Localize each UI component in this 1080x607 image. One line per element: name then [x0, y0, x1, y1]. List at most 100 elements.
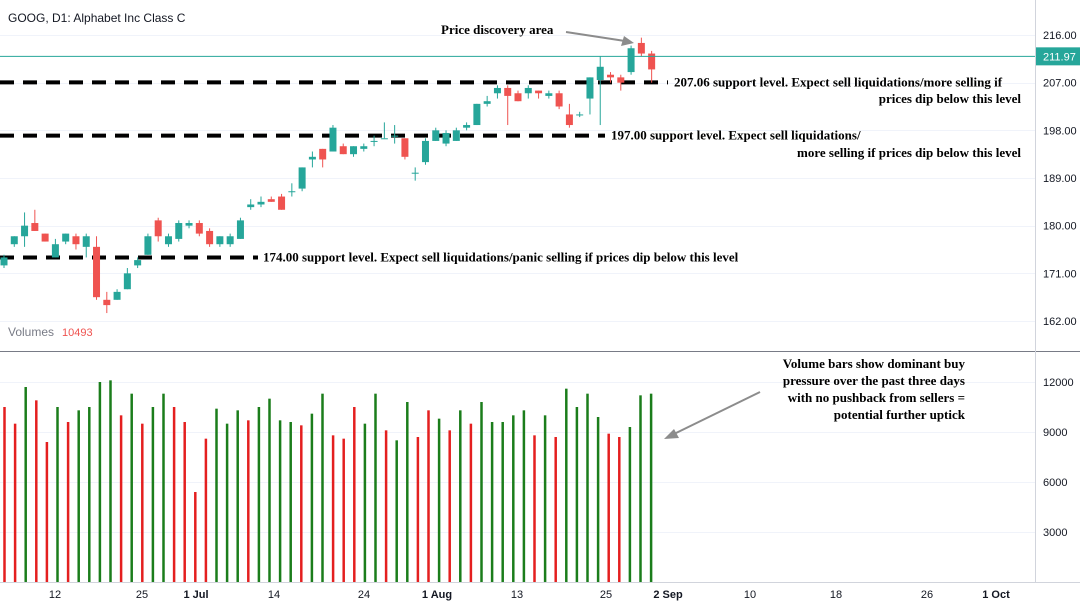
volume-bar	[300, 425, 303, 582]
volume-note-line-3: with no pushback from sellers =	[788, 390, 965, 405]
last-price-tag: 211.97	[1036, 47, 1080, 66]
price-axis[interactable]: 216.00 207.00 198.00 189.00 180.00 171.00 162.…	[1043, 30, 1077, 328]
candle-body	[51, 244, 59, 258]
candle-body	[350, 146, 358, 155]
volume-note-line-2: pressure over the past three days	[783, 373, 965, 388]
candle-body	[134, 260, 142, 266]
candle-body	[31, 223, 39, 231]
price-tick-label: 189.00	[1043, 173, 1077, 185]
candle-body	[41, 233, 49, 242]
volume-bar	[162, 393, 165, 582]
time-tick-label: 13	[511, 589, 523, 601]
volume-bar	[512, 415, 515, 582]
volume-bar	[406, 402, 409, 582]
volume-bar	[141, 423, 144, 582]
volume-bar	[607, 433, 610, 582]
volume-bar	[257, 407, 261, 582]
volume-bar	[448, 430, 451, 582]
candle-body	[247, 204, 255, 208]
candle-body	[576, 114, 584, 116]
volume-bar	[575, 407, 579, 582]
annotations: Price discovery area Volume bars show do…	[441, 22, 966, 439]
candle-body	[504, 87, 512, 96]
candle-body	[339, 146, 347, 155]
candle-body	[411, 172, 419, 174]
candle-body	[236, 220, 244, 239]
candle-body	[226, 236, 234, 245]
time-tick-label: 1 Jul	[183, 589, 208, 601]
candle-body	[432, 130, 440, 141]
volume-bar	[384, 430, 388, 582]
volume-tick-label: 9000	[1043, 427, 1067, 439]
price-discovery-arrow	[565, 31, 626, 42]
candle-body	[185, 223, 193, 226]
volume-bar	[427, 410, 430, 582]
candle-body	[206, 230, 214, 245]
volume-bar	[490, 422, 494, 582]
candle-body	[10, 236, 18, 245]
candle-body	[113, 291, 121, 300]
price-tick-label: 198.00	[1043, 125, 1077, 137]
volume-bar	[543, 415, 547, 582]
candle-body	[617, 77, 625, 83]
price-tick-label: 171.00	[1043, 268, 1077, 280]
candle-body	[175, 223, 183, 239]
time-tick-label: 12	[49, 589, 61, 601]
candle-body	[103, 299, 111, 306]
volume-bar	[88, 407, 91, 582]
candle-body	[535, 90, 543, 94]
candle-body	[442, 132, 450, 144]
chart-grid	[0, 35, 1036, 533]
volume-bar	[321, 393, 324, 582]
time-tick-label: 2 Sep	[653, 589, 683, 601]
candle-body	[473, 103, 481, 126]
time-tick-label: 25	[136, 589, 148, 601]
time-tick-label: 1 Aug	[422, 589, 452, 601]
support-label: 197.00 support level. Expect sell liquid…	[611, 128, 861, 143]
candle-body	[401, 138, 409, 157]
volume-series	[3, 380, 653, 582]
volume-bar	[459, 410, 462, 582]
candle-body	[555, 93, 563, 107]
volume-bar	[3, 407, 6, 582]
candle-body	[72, 236, 80, 245]
volume-bar	[247, 420, 250, 582]
volume-bar	[268, 398, 271, 582]
volume-bar	[331, 435, 335, 582]
volume-note-arrow	[673, 391, 761, 435]
price-tick-label: 216.00	[1043, 30, 1077, 42]
candle-body	[123, 273, 131, 290]
candle-body	[319, 148, 327, 160]
volume-bar	[236, 410, 239, 582]
volume-bar	[35, 400, 38, 582]
volume-bar	[480, 402, 483, 582]
candle-body	[596, 66, 604, 81]
volume-bar	[522, 410, 526, 582]
candle-body	[493, 87, 501, 94]
candle-body	[524, 87, 532, 94]
candle-body	[257, 201, 265, 205]
time-axis[interactable]: 12 25 1 Jul 14 24 1 Aug 13 25 2 Sep 10 18 26 1 Oct	[49, 589, 1010, 601]
volume-note-arrowhead	[664, 429, 679, 439]
volume-note-line-1: Volume bars show dominant buy	[783, 356, 966, 371]
candle-body	[637, 42, 645, 54]
volume-tick-label: 12000	[1043, 377, 1074, 389]
price-tick-label: 180.00	[1043, 221, 1077, 233]
volume-bar	[56, 407, 59, 582]
volume-bar	[289, 422, 292, 582]
volume-bar	[649, 393, 653, 582]
candle-body	[391, 135, 399, 137]
candle-body	[164, 236, 172, 245]
candle-body	[308, 156, 316, 160]
candle-body	[421, 140, 429, 163]
candle-body	[380, 138, 388, 140]
candle-body	[298, 167, 306, 189]
candle-body	[82, 236, 90, 247]
volume-bar	[586, 393, 589, 582]
volume-bar	[342, 438, 345, 582]
volume-bar	[45, 442, 49, 582]
price-tick-label: 207.00	[1043, 78, 1077, 90]
volume-tick-label: 6000	[1043, 477, 1067, 489]
volume-axis[interactable]: 12000 9000 6000 3000	[1043, 377, 1074, 539]
